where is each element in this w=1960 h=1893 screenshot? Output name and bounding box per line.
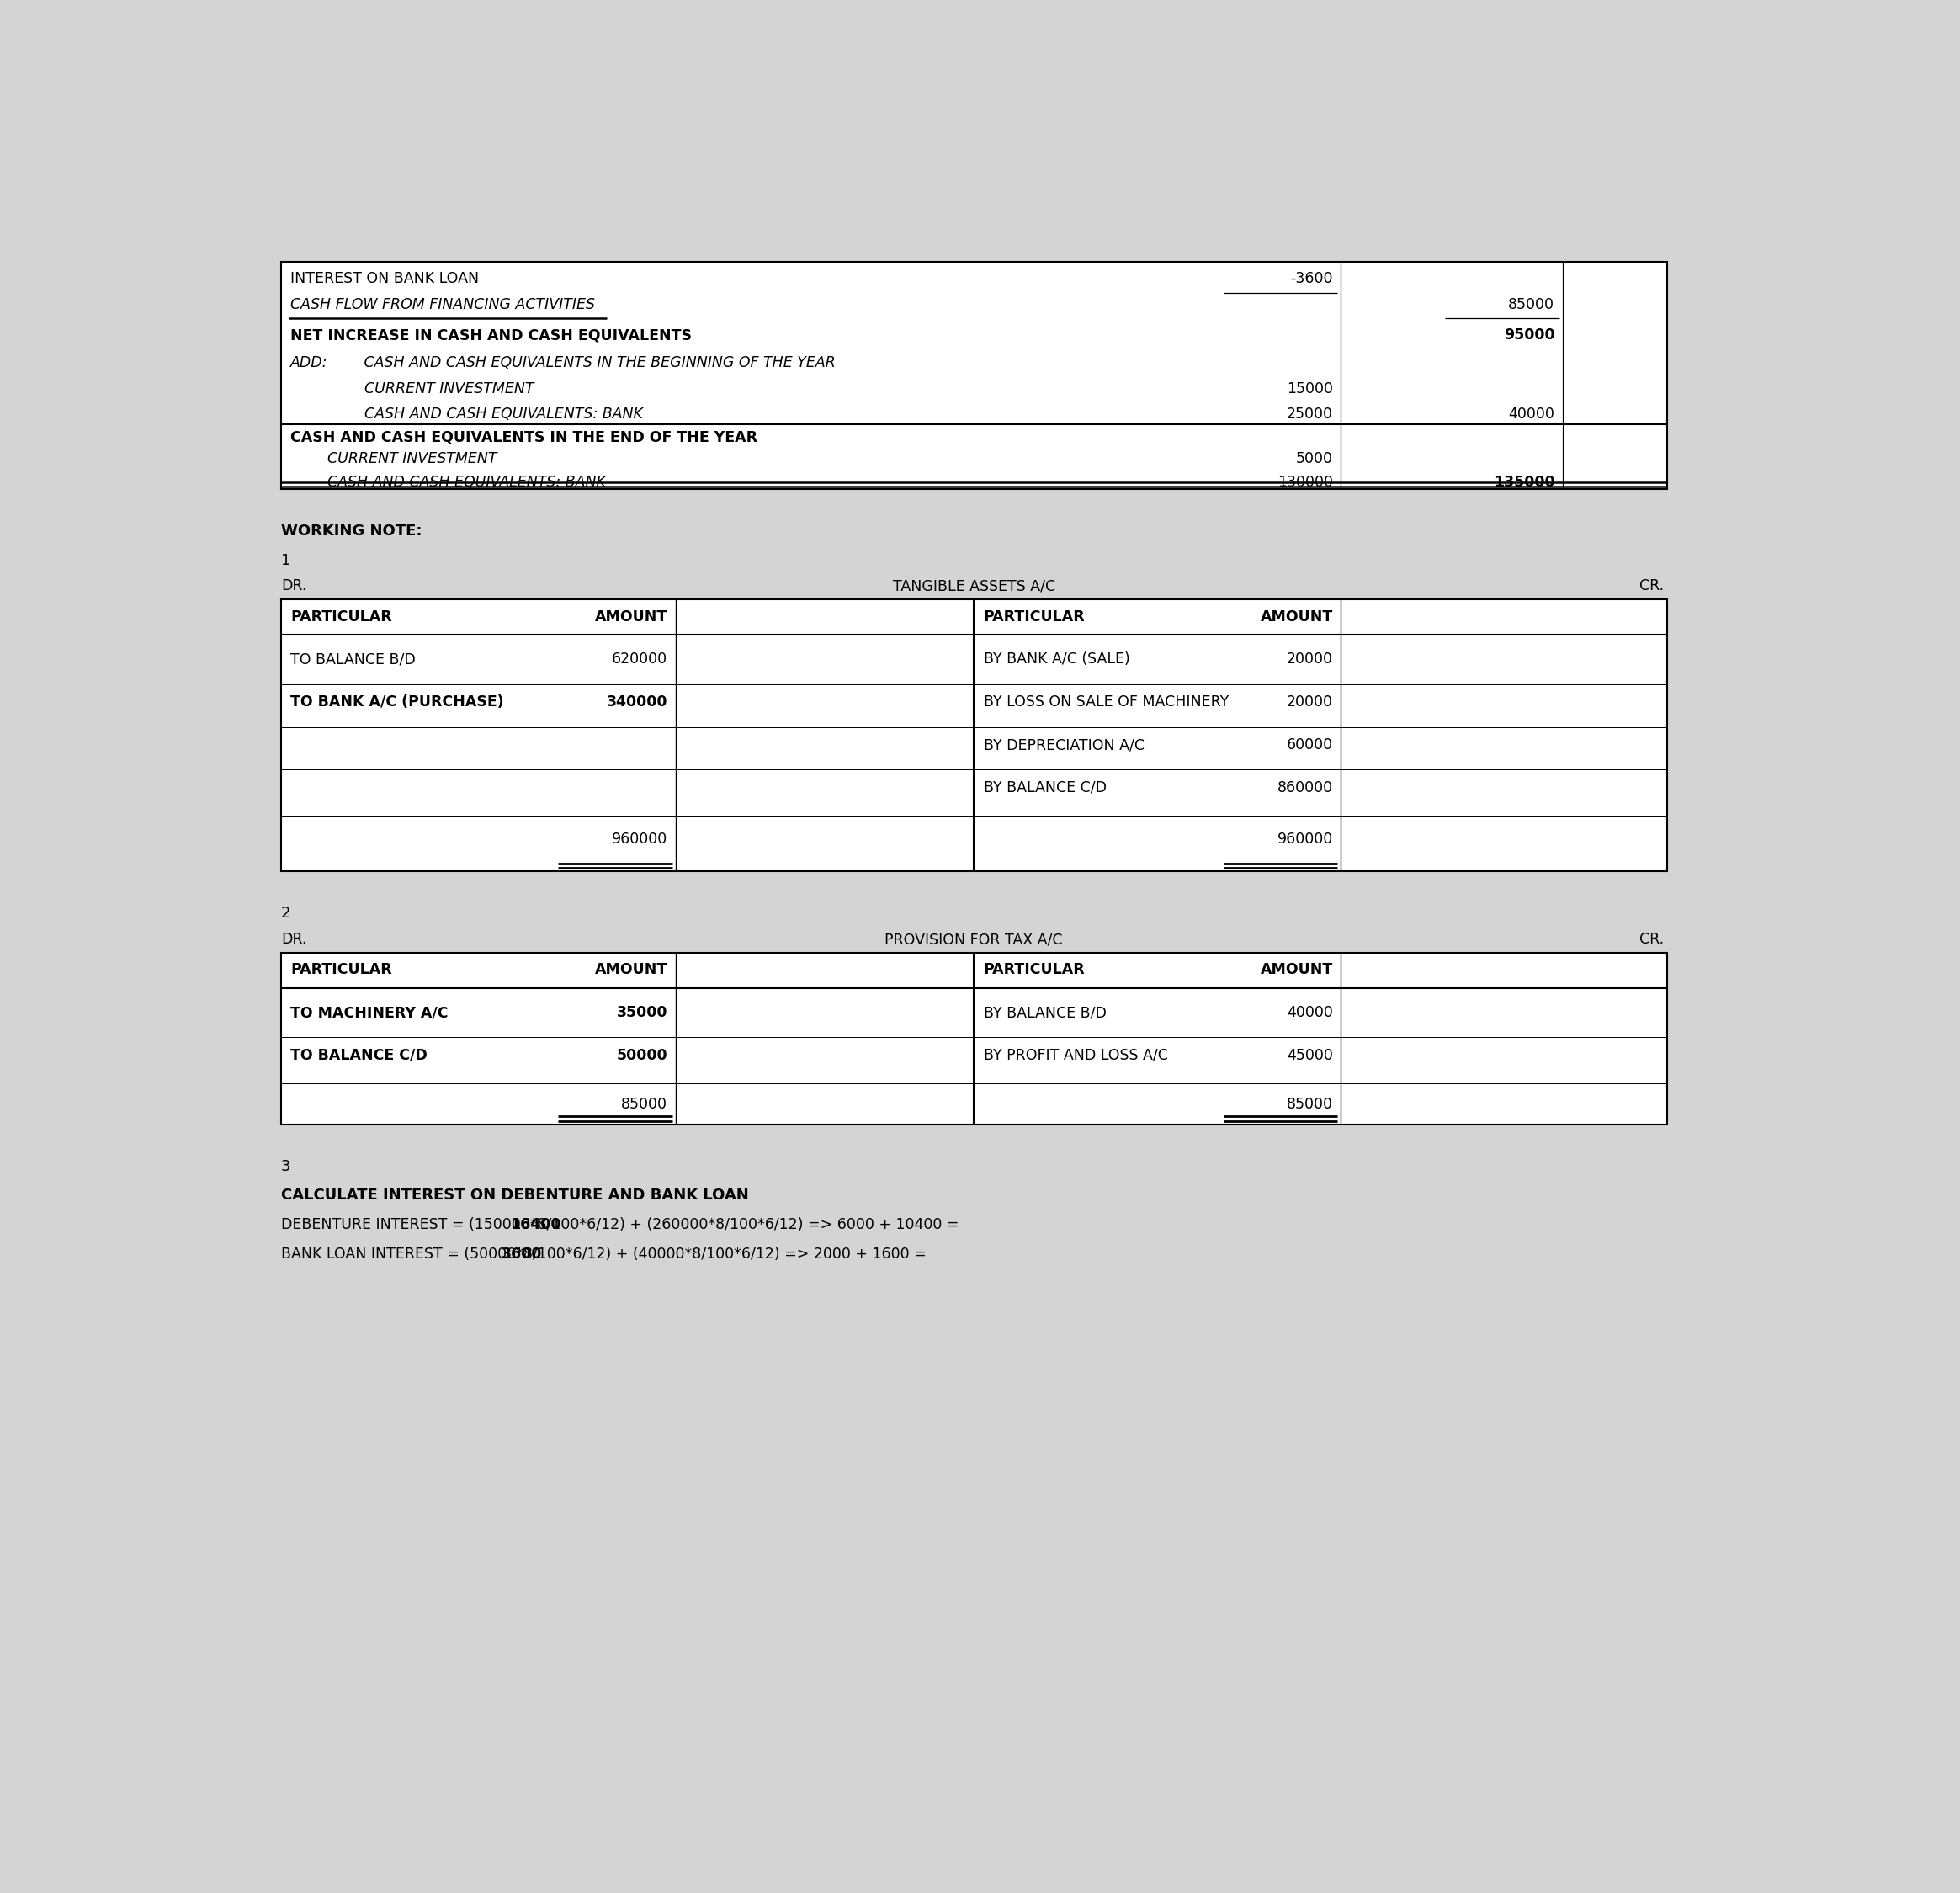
Text: 15000: 15000: [1286, 380, 1333, 396]
Text: 960000: 960000: [1278, 831, 1333, 846]
Text: 2: 2: [280, 907, 290, 922]
Text: AMOUNT: AMOUNT: [596, 962, 668, 977]
Text: -3600: -3600: [1290, 271, 1333, 286]
Text: BY BANK A/C (SALE): BY BANK A/C (SALE): [984, 651, 1129, 666]
Text: 85000: 85000: [1286, 1098, 1333, 1113]
Text: BY BALANCE B/D: BY BALANCE B/D: [984, 1005, 1105, 1020]
Text: PARTICULAR: PARTICULAR: [290, 962, 392, 977]
Text: 1: 1: [280, 553, 290, 568]
Text: 960000: 960000: [612, 831, 668, 846]
Text: INTEREST ON BANK LOAN: INTEREST ON BANK LOAN: [290, 271, 480, 286]
Text: TO BANK A/C (PURCHASE): TO BANK A/C (PURCHASE): [290, 695, 504, 710]
Text: DR.: DR.: [280, 931, 306, 947]
Text: 50000: 50000: [617, 1049, 668, 1064]
Text: AMOUNT: AMOUNT: [1260, 962, 1333, 977]
Text: PARTICULAR: PARTICULAR: [984, 962, 1086, 977]
Text: ADD:        CASH AND CASH EQUIVALENTS IN THE BEGINNING OF THE YEAR: ADD: CASH AND CASH EQUIVALENTS IN THE BE…: [290, 356, 837, 371]
Text: DEBENTURE INTEREST = (150000*8/100*6/12) + (260000*8/100*6/12) => 6000 + 10400 =: DEBENTURE INTEREST = (150000*8/100*6/12)…: [280, 1217, 964, 1232]
Text: BY PROFIT AND LOSS A/C: BY PROFIT AND LOSS A/C: [984, 1049, 1168, 1064]
Text: CALCULATE INTEREST ON DEBENTURE AND BANK LOAN: CALCULATE INTEREST ON DEBENTURE AND BANK…: [280, 1189, 749, 1204]
Text: CURRENT INVESTMENT: CURRENT INVESTMENT: [290, 451, 498, 466]
Text: 20000: 20000: [1286, 651, 1333, 666]
Text: CASH AND CASH EQUIVALENTS: BANK: CASH AND CASH EQUIVALENTS: BANK: [290, 407, 643, 422]
Text: 135000: 135000: [1494, 475, 1554, 490]
Text: CURRENT INVESTMENT: CURRENT INVESTMENT: [290, 380, 535, 396]
Text: TO BALANCE B/D: TO BALANCE B/D: [290, 651, 416, 666]
Text: PARTICULAR: PARTICULAR: [290, 610, 392, 625]
Text: 35000: 35000: [617, 1005, 668, 1020]
Text: BANK LOAN INTEREST = (50000*8/100*6/12) + (40000*8/100*6/12) => 2000 + 1600 =: BANK LOAN INTEREST = (50000*8/100*6/12) …: [280, 1246, 931, 1261]
Text: WORKING NOTE:: WORKING NOTE:: [280, 524, 421, 540]
Text: AMOUNT: AMOUNT: [596, 610, 668, 625]
Text: CASH FLOW FROM FINANCING ACTIVITIES: CASH FLOW FROM FINANCING ACTIVITIES: [290, 297, 596, 312]
Text: 25000: 25000: [1286, 407, 1333, 422]
Text: PROVISION FOR TAX A/C: PROVISION FOR TAX A/C: [884, 931, 1062, 947]
Text: CASH AND CASH EQUIVALENTS IN THE END OF THE YEAR: CASH AND CASH EQUIVALENTS IN THE END OF …: [290, 430, 759, 445]
Text: BY DEPRECIATION A/C: BY DEPRECIATION A/C: [984, 738, 1145, 753]
Bar: [280, 600, 1666, 871]
Text: 85000: 85000: [1509, 297, 1554, 312]
Text: 340000: 340000: [606, 695, 668, 710]
Text: 60000: 60000: [1286, 738, 1333, 753]
Text: CASH AND CASH EQUIVALENTS: BANK: CASH AND CASH EQUIVALENTS: BANK: [290, 475, 606, 490]
Text: 85000: 85000: [621, 1098, 668, 1113]
Text: 620000: 620000: [612, 651, 668, 666]
Text: 5000: 5000: [1296, 451, 1333, 466]
Text: DR.: DR.: [280, 579, 306, 594]
Text: 3600: 3600: [502, 1246, 543, 1261]
Text: 16400: 16400: [510, 1217, 561, 1232]
Text: BY LOSS ON SALE OF MACHINERY: BY LOSS ON SALE OF MACHINERY: [984, 695, 1229, 710]
Bar: [280, 261, 1666, 488]
Text: BY BALANCE C/D: BY BALANCE C/D: [984, 780, 1107, 795]
Text: 40000: 40000: [1509, 407, 1554, 422]
Bar: [280, 952, 1666, 1124]
Text: AMOUNT: AMOUNT: [1260, 610, 1333, 625]
Text: 3: 3: [280, 1159, 290, 1174]
Text: 860000: 860000: [1278, 780, 1333, 795]
Text: 45000: 45000: [1286, 1049, 1333, 1064]
Text: TANGIBLE ASSETS A/C: TANGIBLE ASSETS A/C: [892, 579, 1054, 594]
Text: TO MACHINERY A/C: TO MACHINERY A/C: [290, 1005, 449, 1020]
Text: PARTICULAR: PARTICULAR: [984, 610, 1086, 625]
Text: 20000: 20000: [1286, 695, 1333, 710]
Text: NET INCREASE IN CASH AND CASH EQUIVALENTS: NET INCREASE IN CASH AND CASH EQUIVALENT…: [290, 327, 692, 343]
Text: CR.: CR.: [1639, 931, 1664, 947]
Text: CR.: CR.: [1639, 579, 1664, 594]
Text: TO BALANCE C/D: TO BALANCE C/D: [290, 1049, 427, 1064]
Text: 40000: 40000: [1286, 1005, 1333, 1020]
Text: 130000: 130000: [1278, 475, 1333, 490]
Text: 95000: 95000: [1503, 327, 1554, 343]
